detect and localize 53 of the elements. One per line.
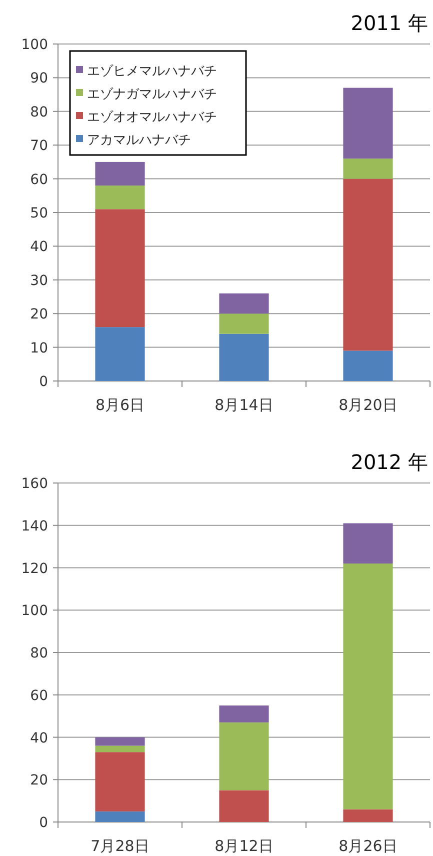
x-tick-label: 8月26日 xyxy=(338,837,398,855)
chart-title: 2011 年 xyxy=(350,11,428,35)
bar xyxy=(95,327,145,381)
y-tick-label: 90 xyxy=(30,70,48,87)
legend-label: エゾナガマルハナバチ xyxy=(87,87,217,102)
bar xyxy=(343,88,393,159)
y-tick-label: 20 xyxy=(30,772,48,789)
y-tick-label: 160 xyxy=(21,476,48,492)
bar xyxy=(95,737,145,746)
legend-label: エゾヒメマルハナバチ xyxy=(87,64,217,79)
legend-label: アカマルハナバチ xyxy=(87,133,191,148)
bar xyxy=(219,293,269,314)
y-tick-label: 120 xyxy=(21,560,48,577)
x-tick-label: 8月12日 xyxy=(214,837,274,855)
bar xyxy=(219,314,269,334)
bar xyxy=(219,705,269,722)
x-tick-label: 8月6日 xyxy=(95,396,145,414)
bar xyxy=(95,746,145,752)
y-tick-label: 100 xyxy=(21,603,48,620)
y-tick-label: 60 xyxy=(30,172,48,188)
y-tick-label: 80 xyxy=(30,104,48,120)
bar xyxy=(343,564,393,810)
y-tick-label: 60 xyxy=(30,688,48,704)
bar xyxy=(343,809,393,822)
y-tick-label: 140 xyxy=(21,518,48,534)
y-tick-label: 0 xyxy=(39,815,48,831)
bar xyxy=(95,811,145,822)
bar xyxy=(219,334,269,381)
y-tick-label: 20 xyxy=(30,306,48,323)
bar xyxy=(219,722,269,790)
bar xyxy=(95,162,145,186)
y-tick-label: 30 xyxy=(30,272,48,289)
y-tick-label: 100 xyxy=(21,37,48,53)
y-tick-label: 50 xyxy=(30,206,48,222)
x-tick-label: 8月14日 xyxy=(214,396,274,414)
bar xyxy=(219,790,269,822)
x-tick-label: 8月20日 xyxy=(338,396,398,414)
x-tick-label: 7月28日 xyxy=(90,837,150,855)
bar xyxy=(343,178,393,351)
y-tick-label: 40 xyxy=(30,730,48,746)
bar xyxy=(343,158,393,179)
y-tick-label: 70 xyxy=(30,138,48,154)
y-tick-label: 0 xyxy=(39,374,48,390)
y-tick-label: 10 xyxy=(30,340,48,356)
bar xyxy=(95,752,145,812)
y-tick-label: 40 xyxy=(30,239,48,256)
bar xyxy=(95,209,145,328)
y-tick-label: 80 xyxy=(30,646,48,662)
legend-label: エゾオオマルハナバチ xyxy=(87,110,217,125)
chart-title: 2012 年 xyxy=(350,450,428,474)
bar xyxy=(343,350,393,381)
bar xyxy=(343,523,393,564)
bar xyxy=(95,186,145,210)
